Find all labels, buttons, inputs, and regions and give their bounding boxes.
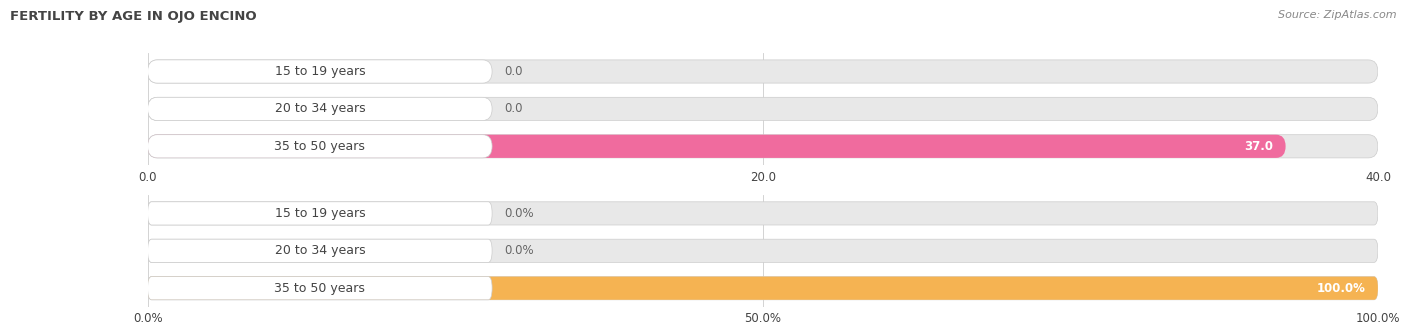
Text: 0.0%: 0.0% bbox=[505, 207, 534, 220]
FancyBboxPatch shape bbox=[148, 277, 1378, 300]
FancyBboxPatch shape bbox=[148, 202, 1378, 225]
Text: 0.0: 0.0 bbox=[505, 102, 523, 115]
FancyBboxPatch shape bbox=[148, 135, 1285, 158]
FancyBboxPatch shape bbox=[148, 239, 1378, 262]
FancyBboxPatch shape bbox=[148, 135, 1378, 158]
Text: 35 to 50 years: 35 to 50 years bbox=[274, 282, 366, 295]
FancyBboxPatch shape bbox=[148, 239, 492, 262]
FancyBboxPatch shape bbox=[148, 277, 492, 300]
FancyBboxPatch shape bbox=[148, 60, 1378, 83]
FancyBboxPatch shape bbox=[148, 97, 1378, 120]
Text: 15 to 19 years: 15 to 19 years bbox=[274, 207, 366, 220]
FancyBboxPatch shape bbox=[148, 277, 1378, 300]
FancyBboxPatch shape bbox=[148, 135, 492, 158]
Text: 20 to 34 years: 20 to 34 years bbox=[274, 244, 366, 257]
Text: 100.0%: 100.0% bbox=[1316, 282, 1365, 295]
FancyBboxPatch shape bbox=[148, 202, 492, 225]
Text: 0.0: 0.0 bbox=[505, 65, 523, 78]
Text: FERTILITY BY AGE IN OJO ENCINO: FERTILITY BY AGE IN OJO ENCINO bbox=[10, 10, 256, 23]
Text: 37.0: 37.0 bbox=[1244, 140, 1274, 153]
Text: 15 to 19 years: 15 to 19 years bbox=[274, 65, 366, 78]
Text: Source: ZipAtlas.com: Source: ZipAtlas.com bbox=[1278, 10, 1396, 20]
Text: 0.0%: 0.0% bbox=[505, 244, 534, 257]
FancyBboxPatch shape bbox=[148, 60, 492, 83]
Text: 35 to 50 years: 35 to 50 years bbox=[274, 140, 366, 153]
FancyBboxPatch shape bbox=[148, 97, 492, 120]
Text: 20 to 34 years: 20 to 34 years bbox=[274, 102, 366, 115]
